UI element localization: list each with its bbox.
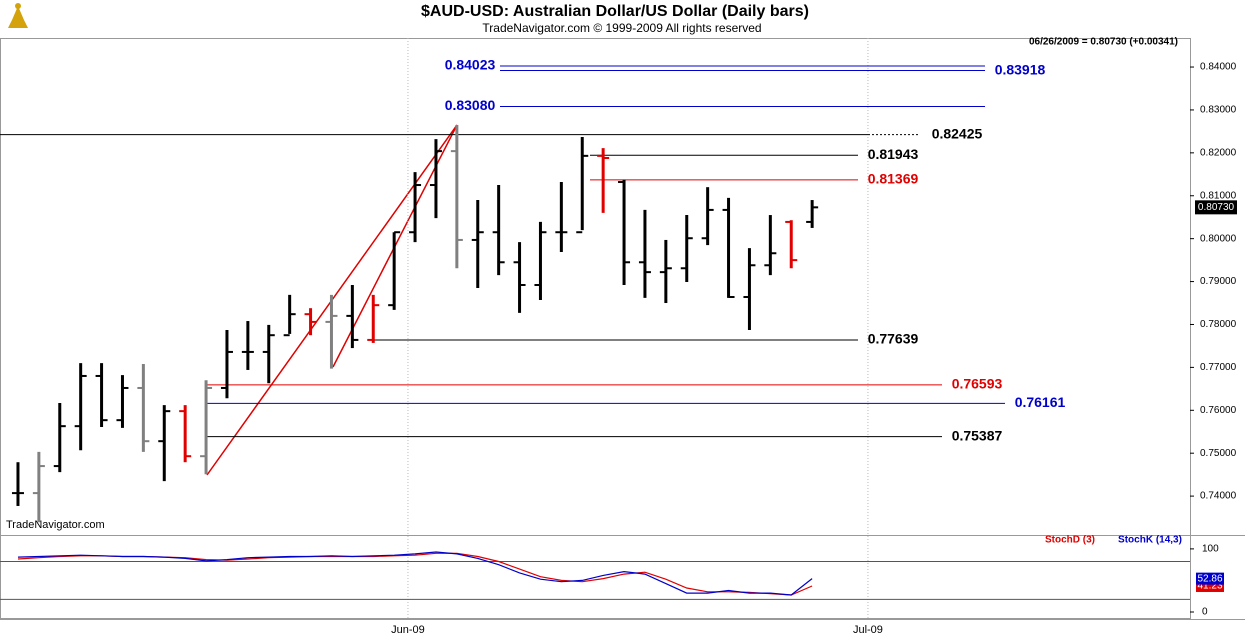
level-label: 0.75387 [952, 427, 1003, 443]
level-label: 0.76161 [1015, 394, 1066, 410]
x-tick-label: Jul-09 [853, 624, 883, 636]
y-tick-label: 0.75000 [1200, 448, 1237, 459]
y-tick-label: 0.83000 [1200, 105, 1237, 116]
x-tick-label: Jun-09 [391, 624, 425, 636]
y-tick-label: 0.84000 [1200, 62, 1237, 73]
level-label: 0.84023 [445, 57, 496, 73]
legend-entry: StochK (14,3) [1118, 535, 1182, 546]
plot-frame [0, 38, 1191, 619]
y-tick-label: 0.81000 [1200, 190, 1237, 201]
y-tick-label: 0.74000 [1200, 491, 1237, 502]
last-value: 41.23 [1197, 581, 1222, 592]
y-tick-label: 0.80000 [1200, 233, 1237, 244]
level-label: 0.83918 [995, 61, 1046, 77]
y-tick-label: 0.79000 [1200, 276, 1237, 287]
y-tick-label: 0.77000 [1200, 362, 1237, 373]
subtitle: TradeNavigator.com © 1999-2009 All right… [482, 21, 761, 35]
level-label: 0.76593 [952, 376, 1003, 392]
y-tick-label: 100 [1202, 544, 1219, 555]
y-tick-label: 0.78000 [1200, 319, 1237, 330]
y-tick-label: 0.82000 [1200, 147, 1237, 158]
level-label: 0.82425 [932, 125, 983, 141]
y-tick-label: 0 [1202, 607, 1208, 618]
y-tick-label: 0.76000 [1200, 405, 1237, 416]
last-value-box [1196, 572, 1224, 585]
legend-entry: StochD (3) [1045, 535, 1095, 546]
stoch-line [17, 551, 813, 596]
level-label: 0.81943 [868, 146, 919, 162]
last-price-box [1195, 200, 1237, 215]
info: 06/26/2009 = 0.80730 (+0.00341) [1029, 37, 1178, 48]
last-price: 0.80730 [1198, 202, 1235, 213]
level-label: 0.77639 [868, 331, 919, 347]
chart-title: $AUD-USD: Australian Dollar/US Dollar (D… [421, 3, 809, 20]
watermark: TradeNavigator.com [6, 519, 105, 531]
last-value: 52.86 [1197, 573, 1222, 584]
level-label: 0.83080 [445, 97, 496, 113]
level-label: 0.81369 [868, 171, 919, 187]
logo [8, 3, 28, 28]
